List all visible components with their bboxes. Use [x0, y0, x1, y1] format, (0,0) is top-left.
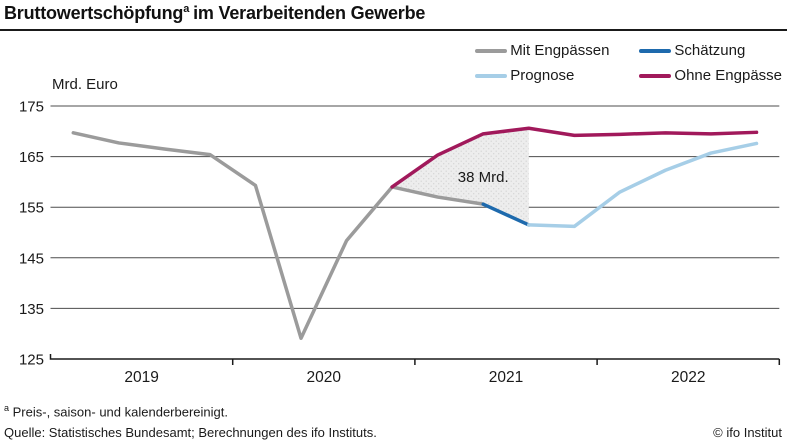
footnote-source: Quelle: Statistisches Bundesamt; Berechn… — [4, 422, 377, 443]
chart-page: Bruttowertschöpfungaim Verarbeitenden Ge… — [0, 0, 787, 443]
y-tick-label: 165 — [19, 149, 44, 166]
y-tick-label: 145 — [19, 250, 44, 267]
gap-annotation: 38 Mrd. — [458, 169, 509, 186]
footnote-note-text: Preis-, saison- und kalenderbereinigt. — [13, 404, 228, 419]
copyright-label: © ifo Institut — [713, 422, 782, 443]
x-tick-label: 2019 — [124, 369, 158, 386]
y-tick-label: 135 — [19, 301, 44, 318]
footnote-note: a Preis-, saison- und kalenderbereinigt. — [4, 398, 782, 422]
series-line-prognose — [529, 143, 757, 226]
line-chart: 125 135 145 155 165 175 2019 2020 2021 2022 38 Mrd… — [0, 0, 787, 398]
source-row: Quelle: Statistisches Bundesamt; Berechn… — [4, 422, 782, 443]
footnote-superscript: a — [4, 403, 9, 413]
x-tick-label: 2021 — [489, 369, 523, 386]
x-tick-label: 2022 — [671, 369, 705, 386]
series-line-mit-engpassen — [73, 133, 483, 338]
y-tick-label: 125 — [19, 352, 44, 369]
x-tick-label: 2020 — [307, 369, 342, 386]
y-tick-label: 175 — [19, 99, 44, 116]
footnotes: a Preis-, saison- und kalenderbereinigt.… — [4, 398, 782, 443]
x-axis — [51, 354, 780, 359]
y-tick-label: 155 — [19, 200, 44, 217]
